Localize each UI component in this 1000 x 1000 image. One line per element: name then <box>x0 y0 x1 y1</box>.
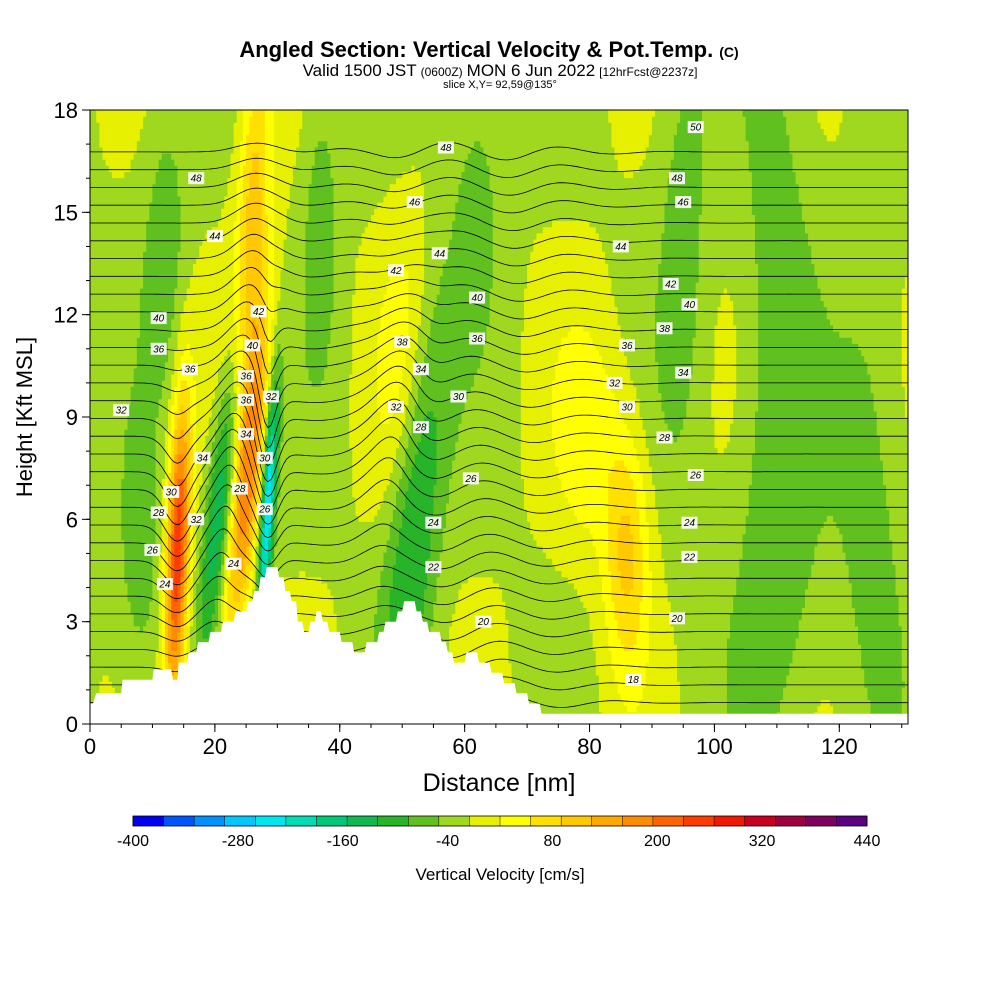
subtitle-zulu: (0600Z) <box>421 65 463 79</box>
chart-title-unit: (C) <box>719 44 738 60</box>
chart-title-main: Angled Section: Vertical Velocity & Pot.… <box>239 37 713 62</box>
chart-subtitle: Valid 1500 JST (0600Z) MON 6 Jun 2022 [12hr… <box>303 61 698 80</box>
subtitle-forecast: [12hrFcst@2237z] <box>599 65 697 79</box>
subtitle-date: MON 6 Jun 2022 <box>467 61 596 80</box>
chart-slice-info: slice X,Y= 92,59@135° <box>443 79 557 91</box>
subtitle-valid: Valid 1500 JST <box>303 61 417 80</box>
figure: Angled Section: Vertical Velocity & Pot.… <box>0 0 1000 1000</box>
chart-title: Angled Section: Vertical Velocity & Pot.… <box>239 37 738 62</box>
